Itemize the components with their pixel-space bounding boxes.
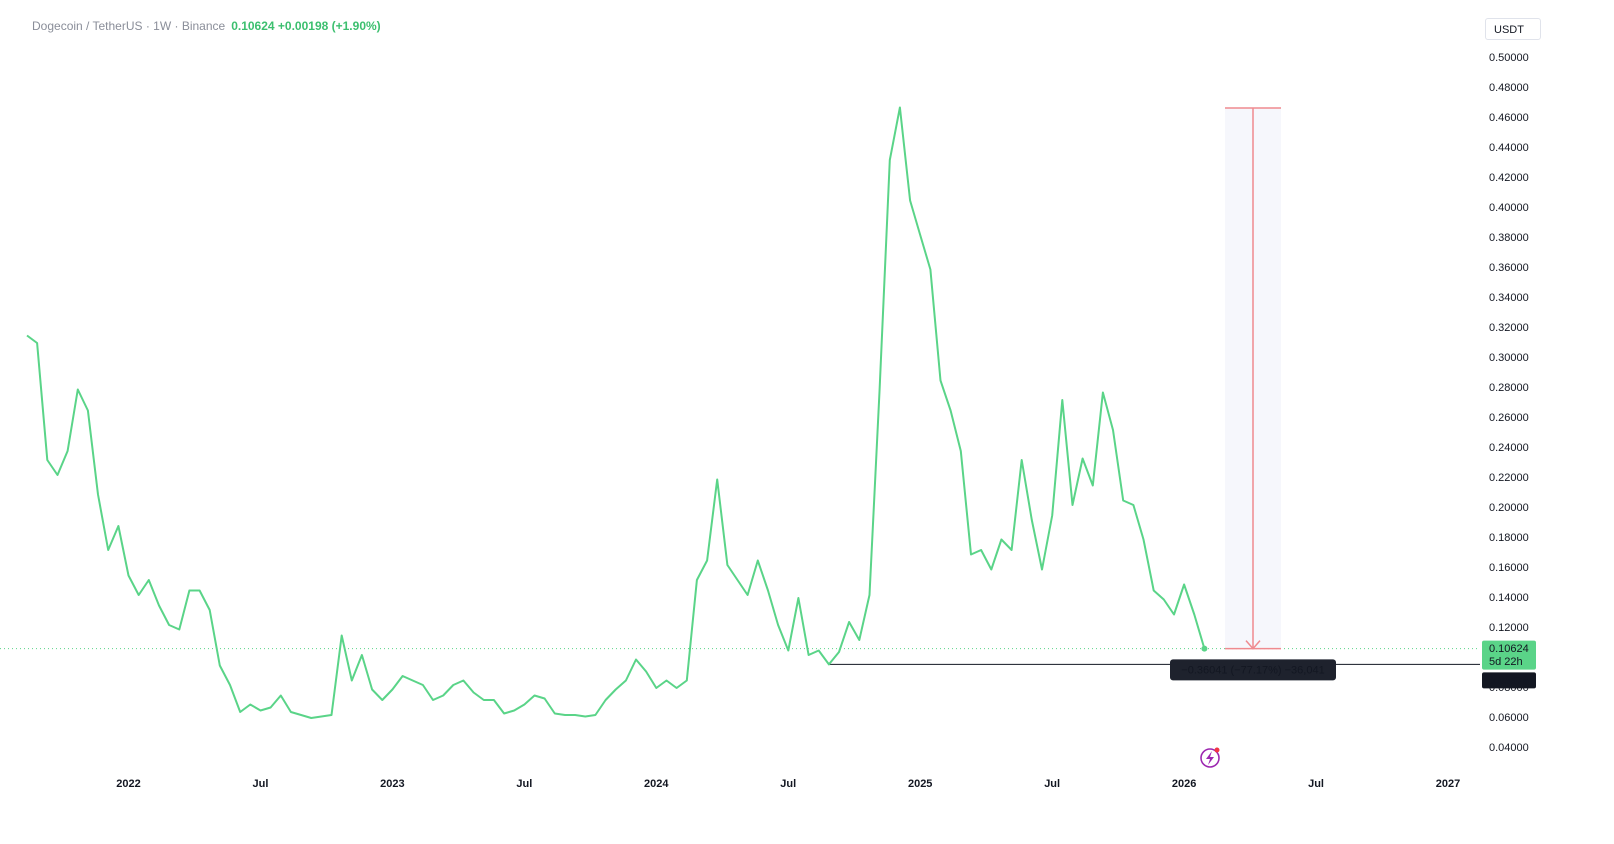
x-tick-label: 2025: [908, 778, 932, 790]
y-tick-label: 0.22000: [1489, 472, 1529, 484]
y-tick-label: 0.16000: [1489, 562, 1529, 574]
y-tick-label: 0.18000: [1489, 532, 1529, 544]
x-tick-label: Jul: [252, 778, 268, 790]
currency-button[interactable]: USDT: [1485, 18, 1541, 40]
measure-label: −0.36041 (−77.17%) −36,041: [1181, 664, 1324, 676]
x-tick-label: Jul: [516, 778, 532, 790]
x-tick-label: 2022: [116, 778, 140, 790]
low-price-label: 0.09576: [1489, 675, 1529, 687]
y-tick-label: 0.04000: [1489, 742, 1529, 754]
symbol: Dogecoin / TetherUS · 1W · Binance: [32, 19, 226, 33]
last-price-label: 0.10624: [1489, 643, 1529, 655]
y-tick-label: 0.20000: [1489, 502, 1529, 514]
last-point: [1201, 645, 1208, 652]
quote: 0.10624 +0.00198 (+1.90%): [231, 19, 381, 33]
y-tick-label: 0.40000: [1489, 202, 1529, 214]
y-tick-label: 0.50000: [1489, 52, 1529, 64]
low-price-box: [1482, 672, 1536, 689]
x-tick-label: Jul: [1044, 778, 1060, 790]
x-tick-label: Jul: [1308, 778, 1324, 790]
y-tick-label: 0.06000: [1489, 712, 1529, 724]
icon: [1200, 747, 1220, 768]
y-tick-label: 0.38000: [1489, 232, 1529, 244]
y-tick-label: 0.34000: [1489, 292, 1529, 304]
measure-label-box: [1170, 659, 1336, 681]
y-tick-label: 0.42000: [1489, 172, 1529, 184]
x-tick-label: Jul: [780, 778, 796, 790]
y-tick-label: 0.44000: [1489, 142, 1529, 154]
y-tick-label: 0.24000: [1489, 442, 1529, 454]
y-tick-label: 0.48000: [1489, 82, 1529, 94]
last-price-box: [1482, 640, 1536, 670]
x-tick-label: 2023: [380, 778, 404, 790]
y-tick-label: 0.36000: [1489, 262, 1529, 274]
y-tick-label: 0.46000: [1489, 112, 1529, 124]
x-tick-label: 2027: [1436, 778, 1460, 790]
y-tick-label: 0.30000: [1489, 352, 1529, 364]
y-tick-label: 0.14000: [1489, 592, 1529, 604]
y-tick-label: 0.32000: [1489, 322, 1529, 334]
measure-arrowhead: [1245, 640, 1261, 650]
x-tick-label: 2024: [644, 778, 669, 790]
y-tick-label: 0.28000: [1489, 382, 1529, 394]
x-tick-label: 2026: [1172, 778, 1196, 790]
y-tick-label: 0.26000: [1489, 412, 1529, 424]
countdown-label: 5d 22h: [1489, 656, 1523, 668]
header: Dogecoin / TetherUS · 1W · Binance 0.1062…: [32, 19, 381, 33]
y-tick-label: 0.12000: [1489, 622, 1529, 634]
price-line: [26, 106, 1206, 719]
